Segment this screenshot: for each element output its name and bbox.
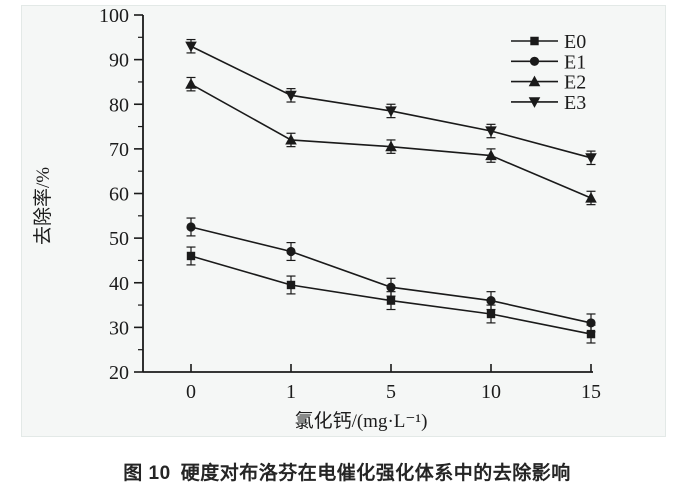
data-point-E0 [286, 280, 296, 290]
legend-label: E2 [564, 72, 586, 94]
y-axis-tick-label: 100 [99, 6, 129, 27]
data-point-E3 [385, 106, 397, 117]
data-point-E1 [386, 282, 396, 292]
figure-panel: 20 30 40 50 60 70 80 90 100 0 1 5 10 15 去除率/% 氯化钙/(mg·L… [21, 5, 666, 437]
y-axis-tick-label: 80 [109, 94, 129, 116]
y-axis-title: 去除率/% [32, 167, 54, 245]
legend-marker-square [530, 36, 539, 46]
legend-marker-triangle-up [528, 75, 541, 87]
data-point-E0 [486, 309, 496, 319]
figure-caption-number: 图 10 [123, 463, 171, 484]
legend-marker-triangle-down [528, 97, 541, 108]
data-point-E2 [285, 133, 297, 145]
data-point-E1 [486, 296, 496, 306]
y-axis-tick-label: 50 [109, 228, 129, 250]
data-point-E0 [386, 296, 396, 305]
x-axis-tick-label: 1 [286, 381, 296, 403]
data-point-E0 [186, 251, 196, 261]
y-axis-tick-label: 30 [109, 317, 129, 339]
data-point-E3 [485, 126, 497, 138]
legend-label: E0 [564, 31, 586, 53]
y-axis-tick-label: 20 [109, 362, 129, 384]
data-point-E1 [586, 318, 596, 328]
data-point-E2 [485, 149, 497, 161]
y-axis-tick-label: 40 [109, 273, 129, 295]
data-point-E3 [285, 90, 297, 102]
data-point-E2 [385, 140, 397, 152]
data-point-E3 [585, 153, 597, 164]
data-point-E1 [186, 222, 196, 232]
figure-caption-text: 硬度对布洛芬在电催化强化体系中的去除影响 [180, 463, 571, 484]
x-axis-tick-label: 0 [186, 381, 196, 403]
x-axis-title: 氯化钙/(mg·L⁻¹) [295, 410, 428, 432]
figure-caption: 图 10 硬度对布洛芬在电催化强化体系中的去除影响 [0, 458, 694, 485]
data-point-E1 [286, 246, 296, 257]
y-axis-tick-label: 90 [109, 50, 129, 72]
y-axis-tick-label: 60 [109, 184, 129, 206]
data-point-E2 [585, 191, 597, 203]
y-axis-tick-label: 70 [109, 139, 129, 161]
data-point-E3 [185, 41, 197, 53]
data-point-E2 [185, 78, 197, 89]
legend-label: E1 [564, 51, 586, 73]
x-axis-tick-label: 10 [481, 381, 501, 403]
x-axis-tick-label: 15 [581, 381, 601, 403]
legend-label: E3 [564, 92, 586, 114]
legend-marker-circle [529, 56, 540, 66]
x-axis-tick-label: 5 [386, 381, 396, 403]
